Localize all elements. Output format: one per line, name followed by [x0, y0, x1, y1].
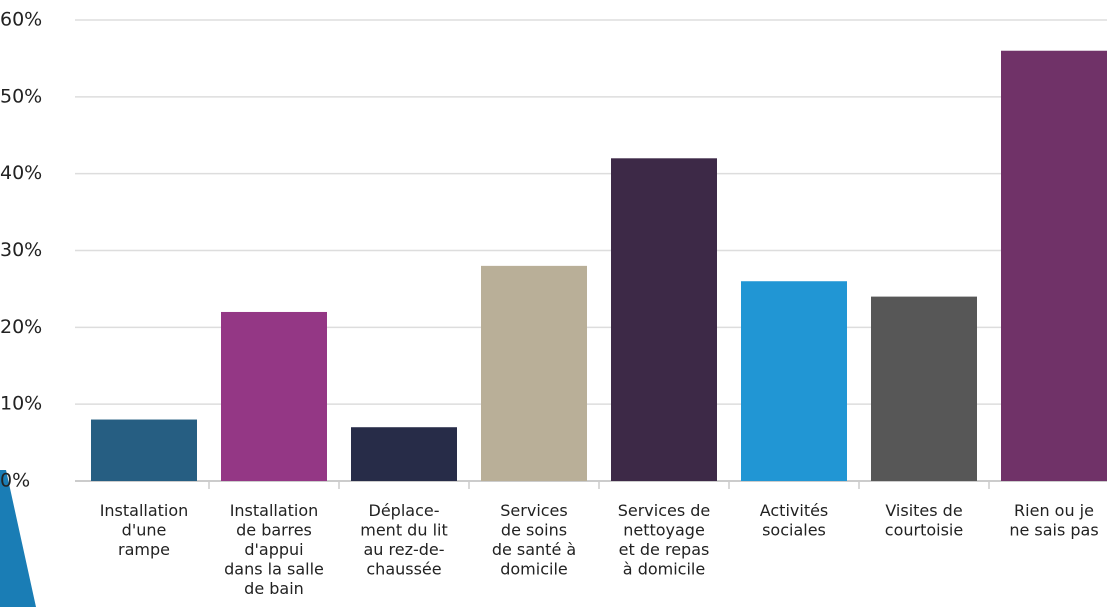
bar [611, 158, 717, 482]
x-tick-label: sociales [762, 521, 826, 540]
x-tick-label: d'appui [244, 540, 303, 559]
bar [741, 281, 847, 481]
x-tick-label: de barres [236, 521, 312, 540]
y-tick-label: 10% [0, 393, 42, 415]
y-tick-label: 40% [0, 162, 42, 184]
x-tick-label: Services de [618, 501, 711, 520]
bar [221, 311, 327, 481]
x-tick-label: de bain [244, 579, 304, 598]
y-tick-label: 0% [0, 470, 30, 492]
x-tick-label: Déplace- [369, 501, 440, 520]
bar [871, 296, 977, 481]
x-tick-label: de soins [501, 521, 567, 540]
x-tick-label: de santé à [492, 540, 576, 559]
decoration [0, 470, 36, 607]
x-tick-label: d'une [122, 521, 167, 540]
x-tick-label: nettoyage [623, 521, 705, 540]
x-tick-label: Visites de [885, 501, 962, 520]
x-tick-label: Rien ou je [1014, 501, 1094, 520]
bar [91, 419, 197, 481]
x-tick-label: domicile [500, 560, 568, 579]
x-tick-label: rampe [118, 540, 170, 559]
y-tick-label: 50% [0, 85, 42, 107]
y-tick-label: 30% [0, 239, 42, 261]
x-tick-label: Services [500, 501, 567, 520]
y-tick-label: 20% [0, 316, 42, 338]
x-tick-label: Activités [760, 501, 829, 520]
x-tick-label: ment du lit [360, 521, 447, 540]
x-tick-label: chaussée [366, 560, 441, 579]
x-tick-label: au rez-de- [363, 540, 444, 559]
bar [481, 265, 587, 481]
x-tick-label: et de repas [619, 540, 710, 559]
x-tick-label: Installation [230, 501, 319, 520]
bar [1001, 50, 1107, 481]
bar [351, 427, 457, 481]
x-tick-label: courtoisie [885, 521, 963, 540]
x-tick-label: ne sais pas [1009, 521, 1098, 540]
x-tick-label: dans la salle [224, 560, 324, 579]
x-tick-label: à domicile [623, 560, 705, 579]
x-tick-label: Installation [100, 501, 189, 520]
y-tick-label: 60% [0, 9, 42, 31]
